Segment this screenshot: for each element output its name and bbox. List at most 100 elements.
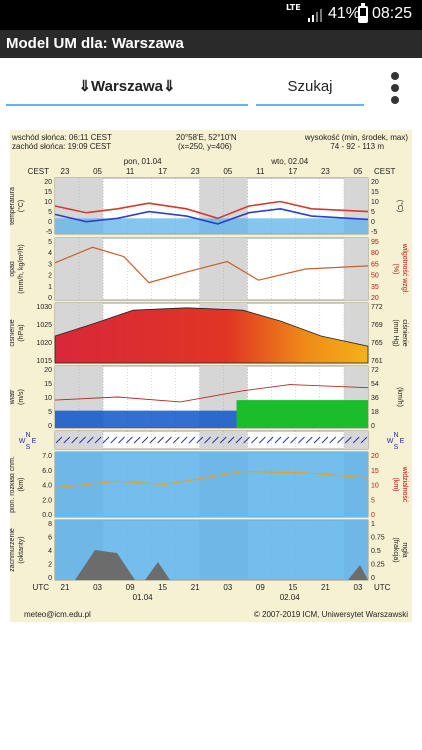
y-tick-right: 80	[371, 250, 379, 257]
wind-arrow	[282, 436, 290, 444]
y-tick-right: 10	[371, 199, 379, 206]
y-tick-right: 765	[371, 340, 383, 347]
top-hour: 23	[191, 167, 200, 176]
panel-label-left: (hPa)	[18, 324, 25, 341]
y-tick-right: 15	[371, 189, 379, 196]
signal-icon	[308, 9, 322, 22]
y-tick-left: 10	[44, 395, 52, 402]
y-tick-right: 5	[371, 497, 375, 504]
top-hour: 11	[126, 167, 135, 176]
app-bar: Model UM dla: Warszawa	[0, 30, 422, 58]
y-tick-left: 20	[44, 179, 52, 186]
y-tick-left: 0	[48, 219, 52, 226]
bottom-hour: 09	[126, 583, 135, 592]
wind-arrow	[345, 436, 352, 444]
panel-label-left: (km)	[18, 478, 25, 492]
network-indicator: LTE	[286, 3, 301, 12]
temperature-line	[54, 200, 369, 220]
meteogram[interactable]: wschód słońca: 06:11 CEST zachód słońca:…	[10, 130, 412, 622]
sunrise-text: wschód słońca: 06:11 CEST	[12, 133, 112, 142]
y-tick-left: 2	[48, 273, 52, 280]
y-tick-right: 18	[371, 409, 379, 416]
panel-label-left: pion. rozkład chm.	[10, 456, 16, 513]
overflow-menu-icon[interactable]	[386, 72, 406, 106]
wind-arrow	[305, 436, 313, 444]
tab-location[interactable]: ⇓Warszawa⇓	[6, 68, 248, 106]
top-day: pon, 01.04	[124, 157, 162, 166]
panel-label-left: ciśnienie	[10, 319, 16, 346]
bottom-hour: 15	[288, 583, 297, 592]
top-zone-left: CEST	[28, 167, 49, 176]
wind-arrow	[149, 436, 157, 444]
bottom-hour: 03	[93, 583, 102, 592]
y-tick-left: 7.0	[42, 453, 52, 460]
wind-arrow	[313, 436, 321, 444]
wind-arrow	[259, 436, 266, 444]
panel-label-right: (%)	[392, 264, 399, 275]
copyright: © 2007-2019 ICM, Uniwersytet Warszawski	[253, 610, 408, 619]
bottom-hour: 21	[321, 583, 330, 592]
wind-arrow	[243, 436, 251, 444]
y-tick-right: 1	[371, 521, 375, 528]
wind-arrow	[251, 436, 258, 444]
y-tick-right: 50	[371, 273, 379, 280]
top-day: wto, 02.04	[270, 157, 308, 166]
grid-point: (x=250, y=406)	[178, 142, 232, 151]
wind-arrow	[180, 436, 188, 444]
top-hour: 05	[354, 167, 363, 176]
status-bar: LTE 41% 08:25	[0, 0, 422, 30]
y-tick-right: 20	[371, 453, 379, 460]
wind-arrow	[188, 436, 196, 444]
top-hour: 23	[61, 167, 70, 176]
contact-email[interactable]: meteo@icm.edu.pl	[24, 610, 91, 619]
y-tick-left: 4	[48, 548, 52, 555]
y-tick-left: 15	[44, 189, 52, 196]
panel-label-left: (m/s)	[18, 389, 25, 405]
temperature-below-zero	[55, 218, 368, 234]
wind-arrow	[360, 436, 368, 444]
panel-label-left: (mm/h, kg/m²/h)	[18, 244, 25, 293]
wind-arrow	[290, 436, 297, 444]
tab-bar: ⇓Warszawa⇓ Szukaj	[0, 58, 422, 110]
y-tick-left: 3	[48, 261, 52, 268]
altitude-label: wysokość (min, środek, max)	[304, 133, 408, 142]
wind-arrow	[157, 436, 164, 444]
panel-label-right: (mm Hg)	[392, 319, 399, 346]
sunset-text: zachód słońca: 19:09 CEST	[12, 142, 112, 151]
y-tick-right: 0.5	[371, 548, 381, 555]
bottom-hour: 09	[256, 583, 265, 592]
compass-s: S	[394, 444, 399, 451]
battery-icon	[358, 3, 368, 23]
y-tick-left: 1020	[36, 340, 52, 347]
bottom-hour: 21	[191, 583, 200, 592]
tab-underline	[256, 104, 364, 106]
bottom-day: 01.04	[133, 593, 154, 602]
compass-s: S	[26, 444, 31, 451]
wind-arrow	[110, 436, 118, 444]
y-tick-right: 0	[371, 423, 375, 430]
y-tick-right: 35	[371, 284, 379, 291]
wind-arrow	[63, 436, 71, 444]
wind-arrow	[337, 436, 344, 444]
y-tick-right: 761	[371, 358, 383, 365]
y-tick-right: 0.75	[371, 535, 385, 542]
compass-n: N	[393, 432, 398, 439]
wind-arrow	[266, 436, 274, 444]
wind-arrow	[94, 436, 102, 444]
y-tick-left: 6	[48, 535, 52, 542]
y-tick-left: 8	[48, 521, 52, 528]
wind-arrow	[212, 436, 219, 444]
tab-search[interactable]: Szukaj	[256, 68, 364, 106]
wind-arrow	[321, 436, 329, 444]
top-hour: 23	[321, 167, 330, 176]
y-tick-right: 10	[371, 483, 379, 490]
panel-label-left: opad	[10, 261, 16, 277]
wind-arrow	[204, 436, 211, 444]
wind-arrow	[172, 436, 180, 444]
y-tick-left: 20	[44, 367, 52, 374]
wind-arrow	[274, 436, 282, 444]
panel-label-right: (km)	[392, 478, 399, 492]
wind-strong-area	[236, 400, 368, 428]
y-tick-left: 6.0	[42, 468, 52, 475]
